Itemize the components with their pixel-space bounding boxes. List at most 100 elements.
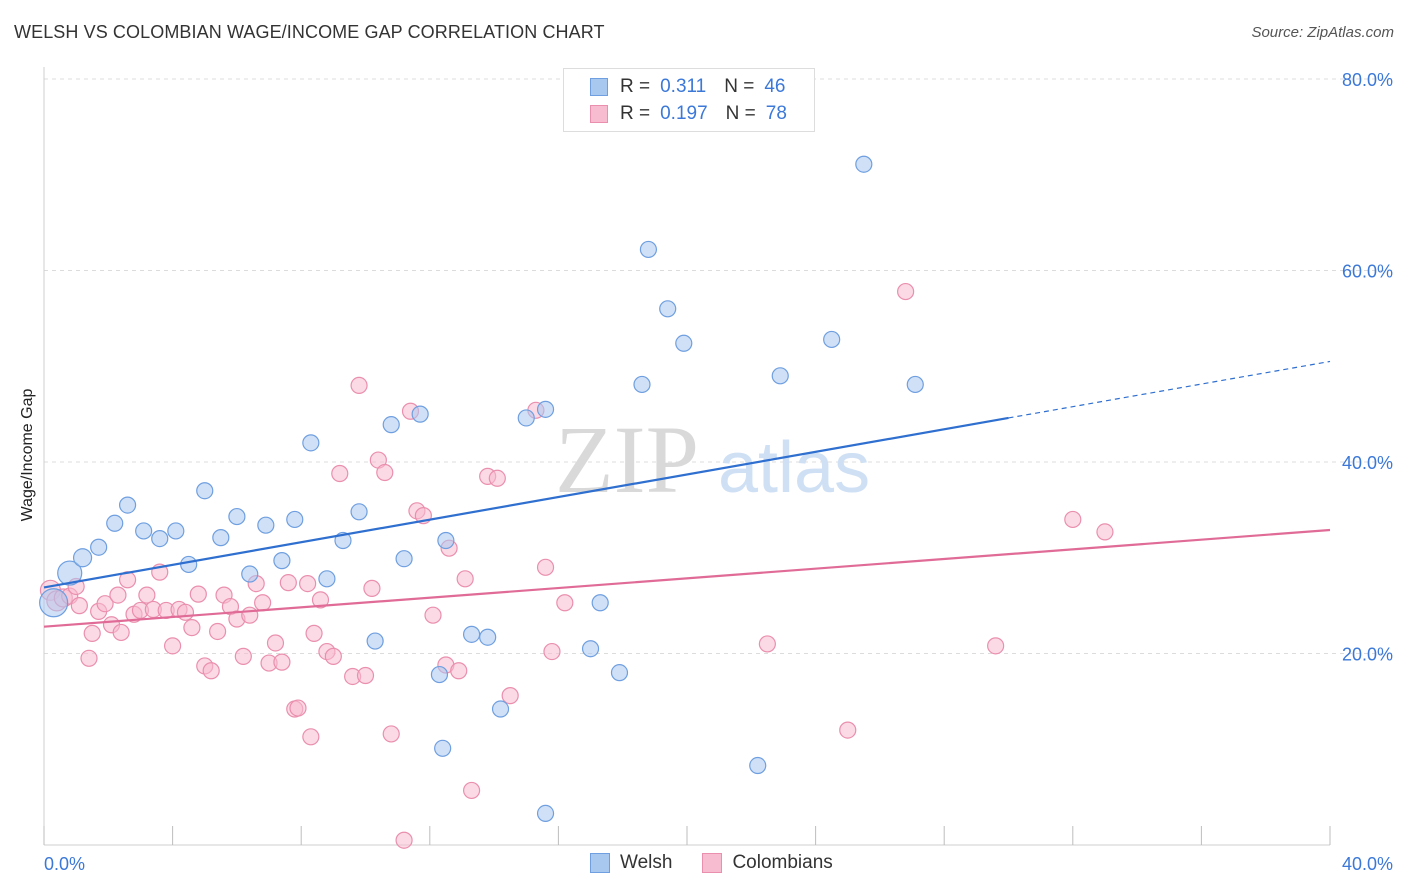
welsh-point: [196, 482, 214, 500]
colombians-point: [183, 619, 201, 637]
welsh-trend-extension: [1008, 360, 1331, 419]
series-legend: Welsh Colombians: [590, 852, 863, 874]
welsh-point: [241, 565, 259, 583]
colombians-point: [279, 574, 297, 592]
welsh-point: [823, 330, 841, 349]
colombians-point: [83, 624, 101, 642]
axes: [43, 67, 1331, 846]
welsh-point: [57, 560, 83, 586]
chart-title: WELSH VS COLOMBIAN WAGE/INCOME GAP CORRE…: [14, 22, 605, 42]
chart-source: Source: ZipAtlas.com: [1251, 24, 1394, 41]
welsh-point: [118, 496, 137, 514]
welsh-point: [639, 240, 658, 259]
colombians-point: [305, 624, 323, 642]
welsh-point: [491, 700, 510, 718]
y-tick-label: 60.0%: [1342, 262, 1393, 282]
welsh-point: [228, 507, 246, 526]
colombians-point: [987, 637, 1005, 655]
welsh-point: [257, 516, 275, 534]
welsh-point: [382, 416, 400, 434]
colombians-point: [176, 603, 195, 621]
welsh-point: [72, 548, 93, 568]
colombians-point: [109, 586, 127, 604]
welsh-point: [434, 739, 452, 757]
welsh-points: [39, 155, 924, 823]
colombians-point: [164, 637, 182, 655]
watermark-atlas: atlas: [718, 428, 870, 508]
colombians-point: [488, 469, 506, 487]
colombians-point: [1064, 510, 1082, 529]
colombians-point: [363, 579, 381, 597]
colombians-point: [543, 642, 561, 661]
welsh-point: [135, 522, 153, 540]
colombians-point: [289, 699, 307, 717]
x-tick-label: 0.0%: [44, 854, 85, 874]
correlation-legend: R = 0.311 N = 46 R = 0.197 N = 78: [563, 68, 815, 132]
colombians-point: [254, 594, 272, 612]
welsh-point: [610, 664, 629, 682]
colombians-point: [299, 575, 317, 593]
series-swatch-colombians: [702, 853, 723, 873]
welsh-point: [536, 400, 555, 418]
welsh-point: [151, 529, 169, 548]
colombians-point: [273, 653, 291, 671]
welsh-point: [675, 334, 693, 352]
colombians-point: [501, 687, 519, 705]
welsh-point: [366, 632, 384, 650]
series-swatch-welsh: [590, 853, 610, 873]
welsh-point: [350, 503, 368, 521]
welsh-point: [591, 594, 609, 612]
welsh-point: [437, 531, 455, 550]
series-legend-colombians: Colombians: [702, 852, 833, 874]
colombians-point: [112, 623, 130, 642]
series-label-colombians: Colombians: [732, 852, 833, 873]
colombians-point: [356, 666, 375, 685]
trend-lines: [43, 360, 1331, 628]
series-legend-welsh: Welsh: [590, 852, 672, 874]
colombians-point: [96, 595, 114, 613]
legend-swatch-welsh: [590, 78, 608, 96]
x-tick-label: 40.0%: [1342, 854, 1393, 874]
welsh-point: [273, 552, 291, 570]
colombians-trend-line: [43, 528, 1331, 628]
series-label-welsh: Welsh: [620, 852, 673, 873]
colombians-point: [266, 634, 285, 652]
colombians-point: [376, 463, 394, 482]
colombians-point: [311, 591, 330, 609]
colombians-point: [331, 464, 349, 483]
colombians-point: [209, 622, 227, 641]
welsh-trend-line: [43, 416, 1009, 589]
tick-labels: 20.0% 40.0% 60.0% 80.0% 0.0% 40.0%: [44, 70, 1393, 874]
welsh-point: [462, 625, 481, 643]
welsh-point: [749, 756, 767, 775]
legend-row-welsh: R = 0.311 N = 46: [590, 75, 804, 99]
colombians-point: [234, 647, 252, 665]
legend-r-label: R =: [620, 103, 651, 124]
colombians-point: [758, 635, 776, 653]
colombians-point: [450, 662, 468, 680]
welsh-point: [286, 510, 304, 529]
colombians-point: [395, 831, 413, 849]
welsh-point: [106, 514, 124, 532]
welsh-point: [212, 529, 230, 547]
welsh-point: [39, 588, 69, 618]
colombians-point: [189, 585, 207, 603]
legend-n-label: N =: [725, 103, 756, 124]
legend-r-value: 0.197: [660, 103, 708, 124]
welsh-point: [771, 367, 789, 385]
welsh-point: [581, 640, 600, 658]
colombians-point: [556, 594, 574, 612]
legend-r-label: R =: [620, 76, 651, 97]
welsh-point: [180, 555, 198, 574]
welsh-point: [855, 155, 873, 173]
colombians-points: [39, 282, 1114, 849]
y-tick-label: 80.0%: [1342, 70, 1393, 90]
colombians-point: [536, 558, 555, 576]
welsh-point: [411, 405, 429, 423]
colombians-point: [202, 662, 220, 680]
colombians-point: [424, 606, 442, 624]
colombians-point: [456, 570, 474, 588]
legend-swatch-colombians: [590, 105, 608, 123]
watermark-zip: ZIP: [555, 406, 699, 513]
